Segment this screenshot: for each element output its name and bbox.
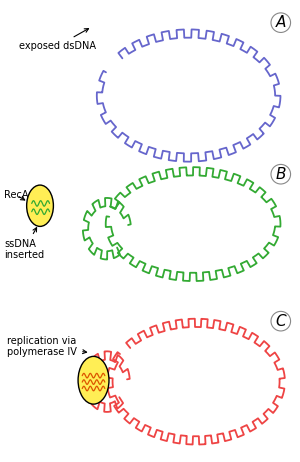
- Text: replication via
polymerase IV: replication via polymerase IV: [7, 336, 87, 357]
- Circle shape: [78, 356, 109, 404]
- Text: C: C: [275, 314, 286, 328]
- Text: RecA: RecA: [4, 190, 29, 200]
- Circle shape: [27, 185, 53, 226]
- Text: B: B: [275, 167, 286, 182]
- Text: exposed dsDNA: exposed dsDNA: [19, 29, 96, 51]
- Text: A: A: [276, 15, 286, 30]
- Text: ssDNA
inserted: ssDNA inserted: [4, 228, 44, 261]
